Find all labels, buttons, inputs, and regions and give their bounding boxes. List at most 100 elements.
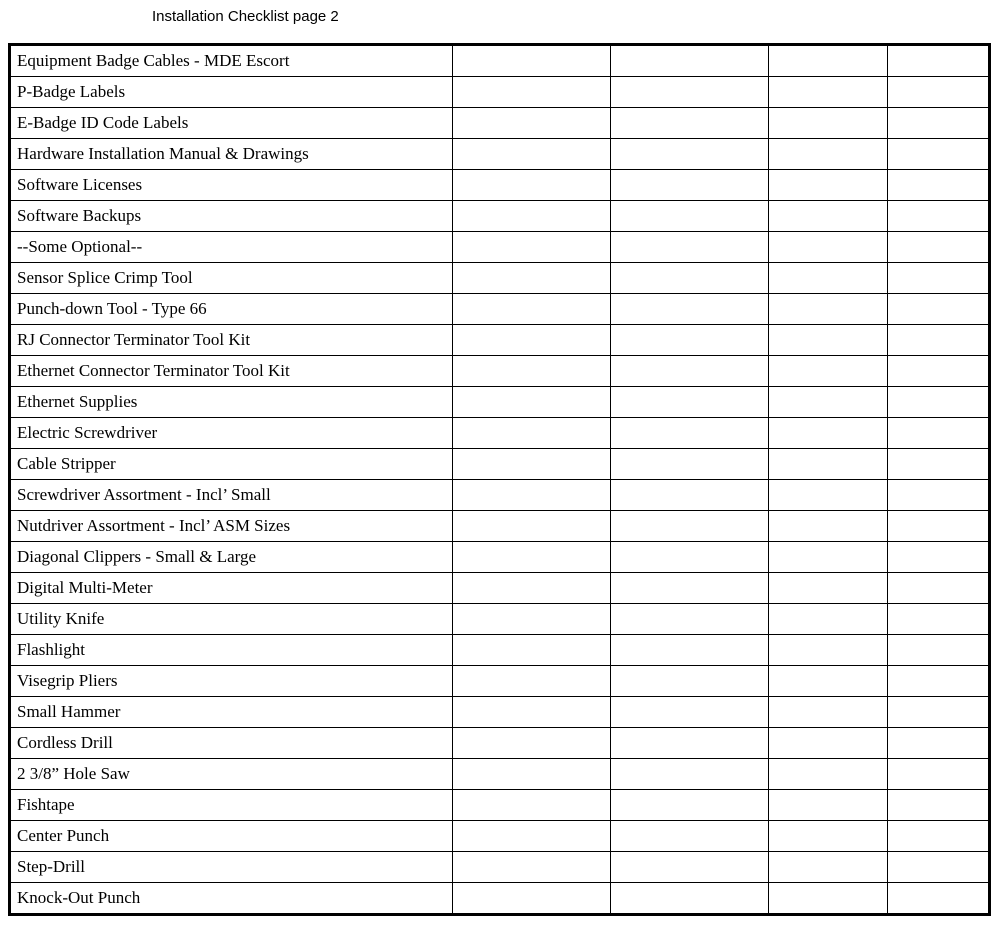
item-label: Diagonal Clippers - Small & Large — [10, 542, 453, 573]
cell-col5 — [888, 604, 990, 635]
cell-col4 — [769, 449, 888, 480]
cell-col4 — [769, 883, 888, 915]
cell-col4 — [769, 542, 888, 573]
cell-col4 — [769, 201, 888, 232]
cell-col5 — [888, 325, 990, 356]
page: Installation Checklist page 2 Equipment … — [0, 0, 999, 916]
item-label: 2 3/8” Hole Saw — [10, 759, 453, 790]
cell-col2 — [453, 790, 611, 821]
item-label: Hardware Installation Manual & Drawings — [10, 139, 453, 170]
cell-col4 — [769, 604, 888, 635]
table-row: E-Badge ID Code Labels — [10, 108, 990, 139]
cell-col5 — [888, 418, 990, 449]
cell-col2 — [453, 604, 611, 635]
cell-col5 — [888, 294, 990, 325]
cell-col5 — [888, 77, 990, 108]
cell-col3 — [611, 170, 769, 201]
cell-col5 — [888, 449, 990, 480]
cell-col2 — [453, 573, 611, 604]
cell-col2 — [453, 170, 611, 201]
cell-col4 — [769, 511, 888, 542]
cell-col3 — [611, 108, 769, 139]
cell-col3 — [611, 139, 769, 170]
item-label: RJ Connector Terminator Tool Kit — [10, 325, 453, 356]
item-label: Punch-down Tool - Type 66 — [10, 294, 453, 325]
item-label: Visegrip Pliers — [10, 666, 453, 697]
page-title: Installation Checklist page 2 — [0, 0, 999, 43]
item-label: P-Badge Labels — [10, 77, 453, 108]
cell-col5 — [888, 139, 990, 170]
cell-col2 — [453, 697, 611, 728]
item-label: Software Licenses — [10, 170, 453, 201]
cell-col5 — [888, 697, 990, 728]
cell-col4 — [769, 108, 888, 139]
item-label: Utility Knife — [10, 604, 453, 635]
table-row: Ethernet Connector Terminator Tool Kit — [10, 356, 990, 387]
cell-col4 — [769, 263, 888, 294]
item-label: Small Hammer — [10, 697, 453, 728]
cell-col2 — [453, 821, 611, 852]
table-row: Diagonal Clippers - Small & Large — [10, 542, 990, 573]
table-row: Step-Drill — [10, 852, 990, 883]
cell-col3 — [611, 480, 769, 511]
cell-col2 — [453, 387, 611, 418]
cell-col2 — [453, 45, 611, 77]
cell-col4 — [769, 790, 888, 821]
table-row: Fishtape — [10, 790, 990, 821]
cell-col4 — [769, 45, 888, 77]
cell-col3 — [611, 263, 769, 294]
cell-col5 — [888, 573, 990, 604]
item-label: Knock-Out Punch — [10, 883, 453, 915]
cell-col5 — [888, 728, 990, 759]
table-row: Software Licenses — [10, 170, 990, 201]
cell-col2 — [453, 728, 611, 759]
cell-col4 — [769, 418, 888, 449]
cell-col3 — [611, 294, 769, 325]
cell-col2 — [453, 542, 611, 573]
cell-col3 — [611, 759, 769, 790]
item-label: Ethernet Connector Terminator Tool Kit — [10, 356, 453, 387]
table-row: Center Punch — [10, 821, 990, 852]
cell-col4 — [769, 666, 888, 697]
cell-col3 — [611, 77, 769, 108]
cell-col3 — [611, 387, 769, 418]
cell-col2 — [453, 666, 611, 697]
item-label: Equipment Badge Cables - MDE Escort — [10, 45, 453, 77]
table-row: Utility Knife — [10, 604, 990, 635]
item-label: Center Punch — [10, 821, 453, 852]
cell-col5 — [888, 511, 990, 542]
cell-col5 — [888, 666, 990, 697]
cell-col4 — [769, 387, 888, 418]
cell-col3 — [611, 45, 769, 77]
cell-col4 — [769, 697, 888, 728]
cell-col4 — [769, 294, 888, 325]
table-row: --Some Optional-- — [10, 232, 990, 263]
checklist-table: Equipment Badge Cables - MDE EscortP-Bad… — [8, 43, 991, 916]
table-row: Visegrip Pliers — [10, 666, 990, 697]
cell-col4 — [769, 759, 888, 790]
cell-col5 — [888, 790, 990, 821]
cell-col2 — [453, 418, 611, 449]
cell-col3 — [611, 325, 769, 356]
cell-col3 — [611, 697, 769, 728]
cell-col2 — [453, 480, 611, 511]
cell-col2 — [453, 201, 611, 232]
cell-col5 — [888, 170, 990, 201]
cell-col5 — [888, 542, 990, 573]
item-label: Ethernet Supplies — [10, 387, 453, 418]
item-label: Cordless Drill — [10, 728, 453, 759]
table-row: Software Backups — [10, 201, 990, 232]
cell-col4 — [769, 170, 888, 201]
cell-col5 — [888, 45, 990, 77]
table-row: Small Hammer — [10, 697, 990, 728]
cell-col4 — [769, 139, 888, 170]
table-row: Digital Multi-Meter — [10, 573, 990, 604]
cell-col5 — [888, 263, 990, 294]
cell-col3 — [611, 356, 769, 387]
cell-col3 — [611, 790, 769, 821]
item-label: Nutdriver Assortment - Incl’ ASM Sizes — [10, 511, 453, 542]
item-label: Sensor Splice Crimp Tool — [10, 263, 453, 294]
cell-col2 — [453, 852, 611, 883]
cell-col4 — [769, 635, 888, 666]
table-row: Punch-down Tool - Type 66 — [10, 294, 990, 325]
